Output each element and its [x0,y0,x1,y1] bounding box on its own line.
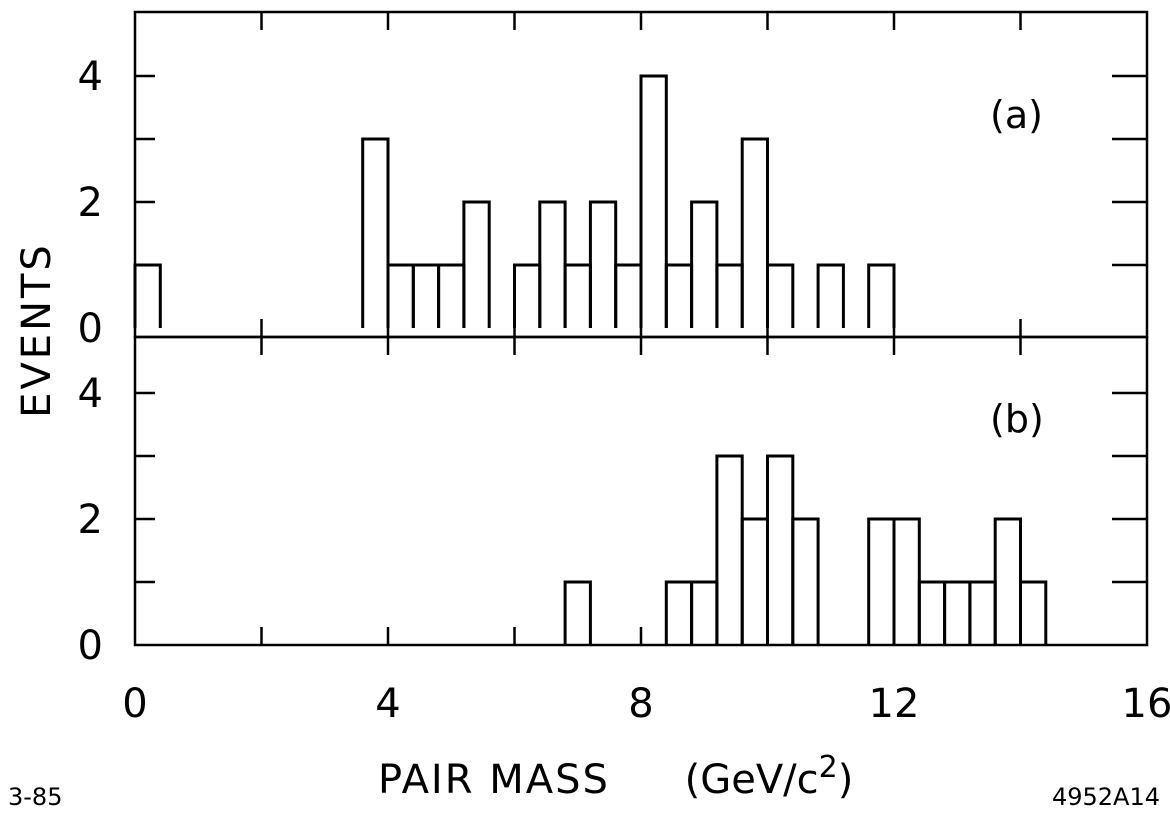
histogram-bar-b [867,517,896,645]
histogram-bar-a [538,200,567,328]
histogram-bars [133,74,1048,645]
y-tick-label-a: 0 [78,306,103,352]
histogram-bar-b [943,580,972,645]
histogram-bar-a [816,263,845,328]
y-tick-label-b: 2 [78,497,103,543]
histogram-bar-b [740,517,769,645]
histogram-bar-b [892,517,921,645]
histogram-bar-b [690,580,719,645]
histogram-bar-b [563,580,592,645]
histogram-bar-a [715,263,744,328]
histogram-bar-b [968,580,997,645]
histogram-bar-b [715,454,744,645]
histogram-bar-b [993,517,1022,645]
panel-b-label: (b) [990,397,1044,441]
x-tick-label: 8 [628,681,653,727]
x-axis-label-text: PAIR MASS [378,757,610,803]
x-tick-label: 4 [375,681,400,727]
histogram-bar-a [867,263,896,328]
histogram-bar-b [917,580,947,645]
figure-date-code: 3-85 [8,783,62,811]
histogram-bar-a [563,263,592,328]
x-tick-label: 16 [1122,681,1170,727]
x-axis-unit-prefix: (GeV/c [685,757,819,803]
histogram-bar-a [437,263,466,328]
histogram-bar-a [588,200,618,328]
figure-id-code: 4952A14 [1052,783,1160,811]
histogram-bar-a [639,74,668,328]
histogram-bar-a [386,263,415,328]
histogram-bar-a [766,263,795,328]
histogram-bar-a [740,137,769,328]
histogram-bar-a [133,263,162,328]
histogram-bar-a [361,137,390,328]
y-tick-label-b: 0 [78,623,103,669]
y-tick-label-a: 2 [78,180,103,226]
x-tick-label: 12 [869,681,920,727]
histogram-bar-b [791,517,820,645]
histogram-bar-a [614,263,643,328]
x-axis-unit-superscript: 2 [819,750,838,785]
histogram-bar-a [664,263,694,328]
histogram-bar-b [1019,580,1048,645]
histogram-bar-a [462,200,491,328]
x-axis-unit-suffix: ) [838,757,854,803]
panel-a-label: (a) [990,93,1043,137]
x-axis-label: PAIR MASS (GeV/c2) [378,750,853,803]
histogram-bar-b [766,454,795,645]
histogram-bar-b [664,580,694,645]
y-tick-label-b: 4 [78,371,103,417]
histogram-bar-a [690,200,719,328]
y-axis-label: EVENTS [14,242,60,418]
x-tick-label: 0 [122,681,147,727]
histogram-bar-a [513,263,542,328]
y-tick-label-a: 4 [78,54,103,100]
histogram-bar-a [411,263,441,328]
